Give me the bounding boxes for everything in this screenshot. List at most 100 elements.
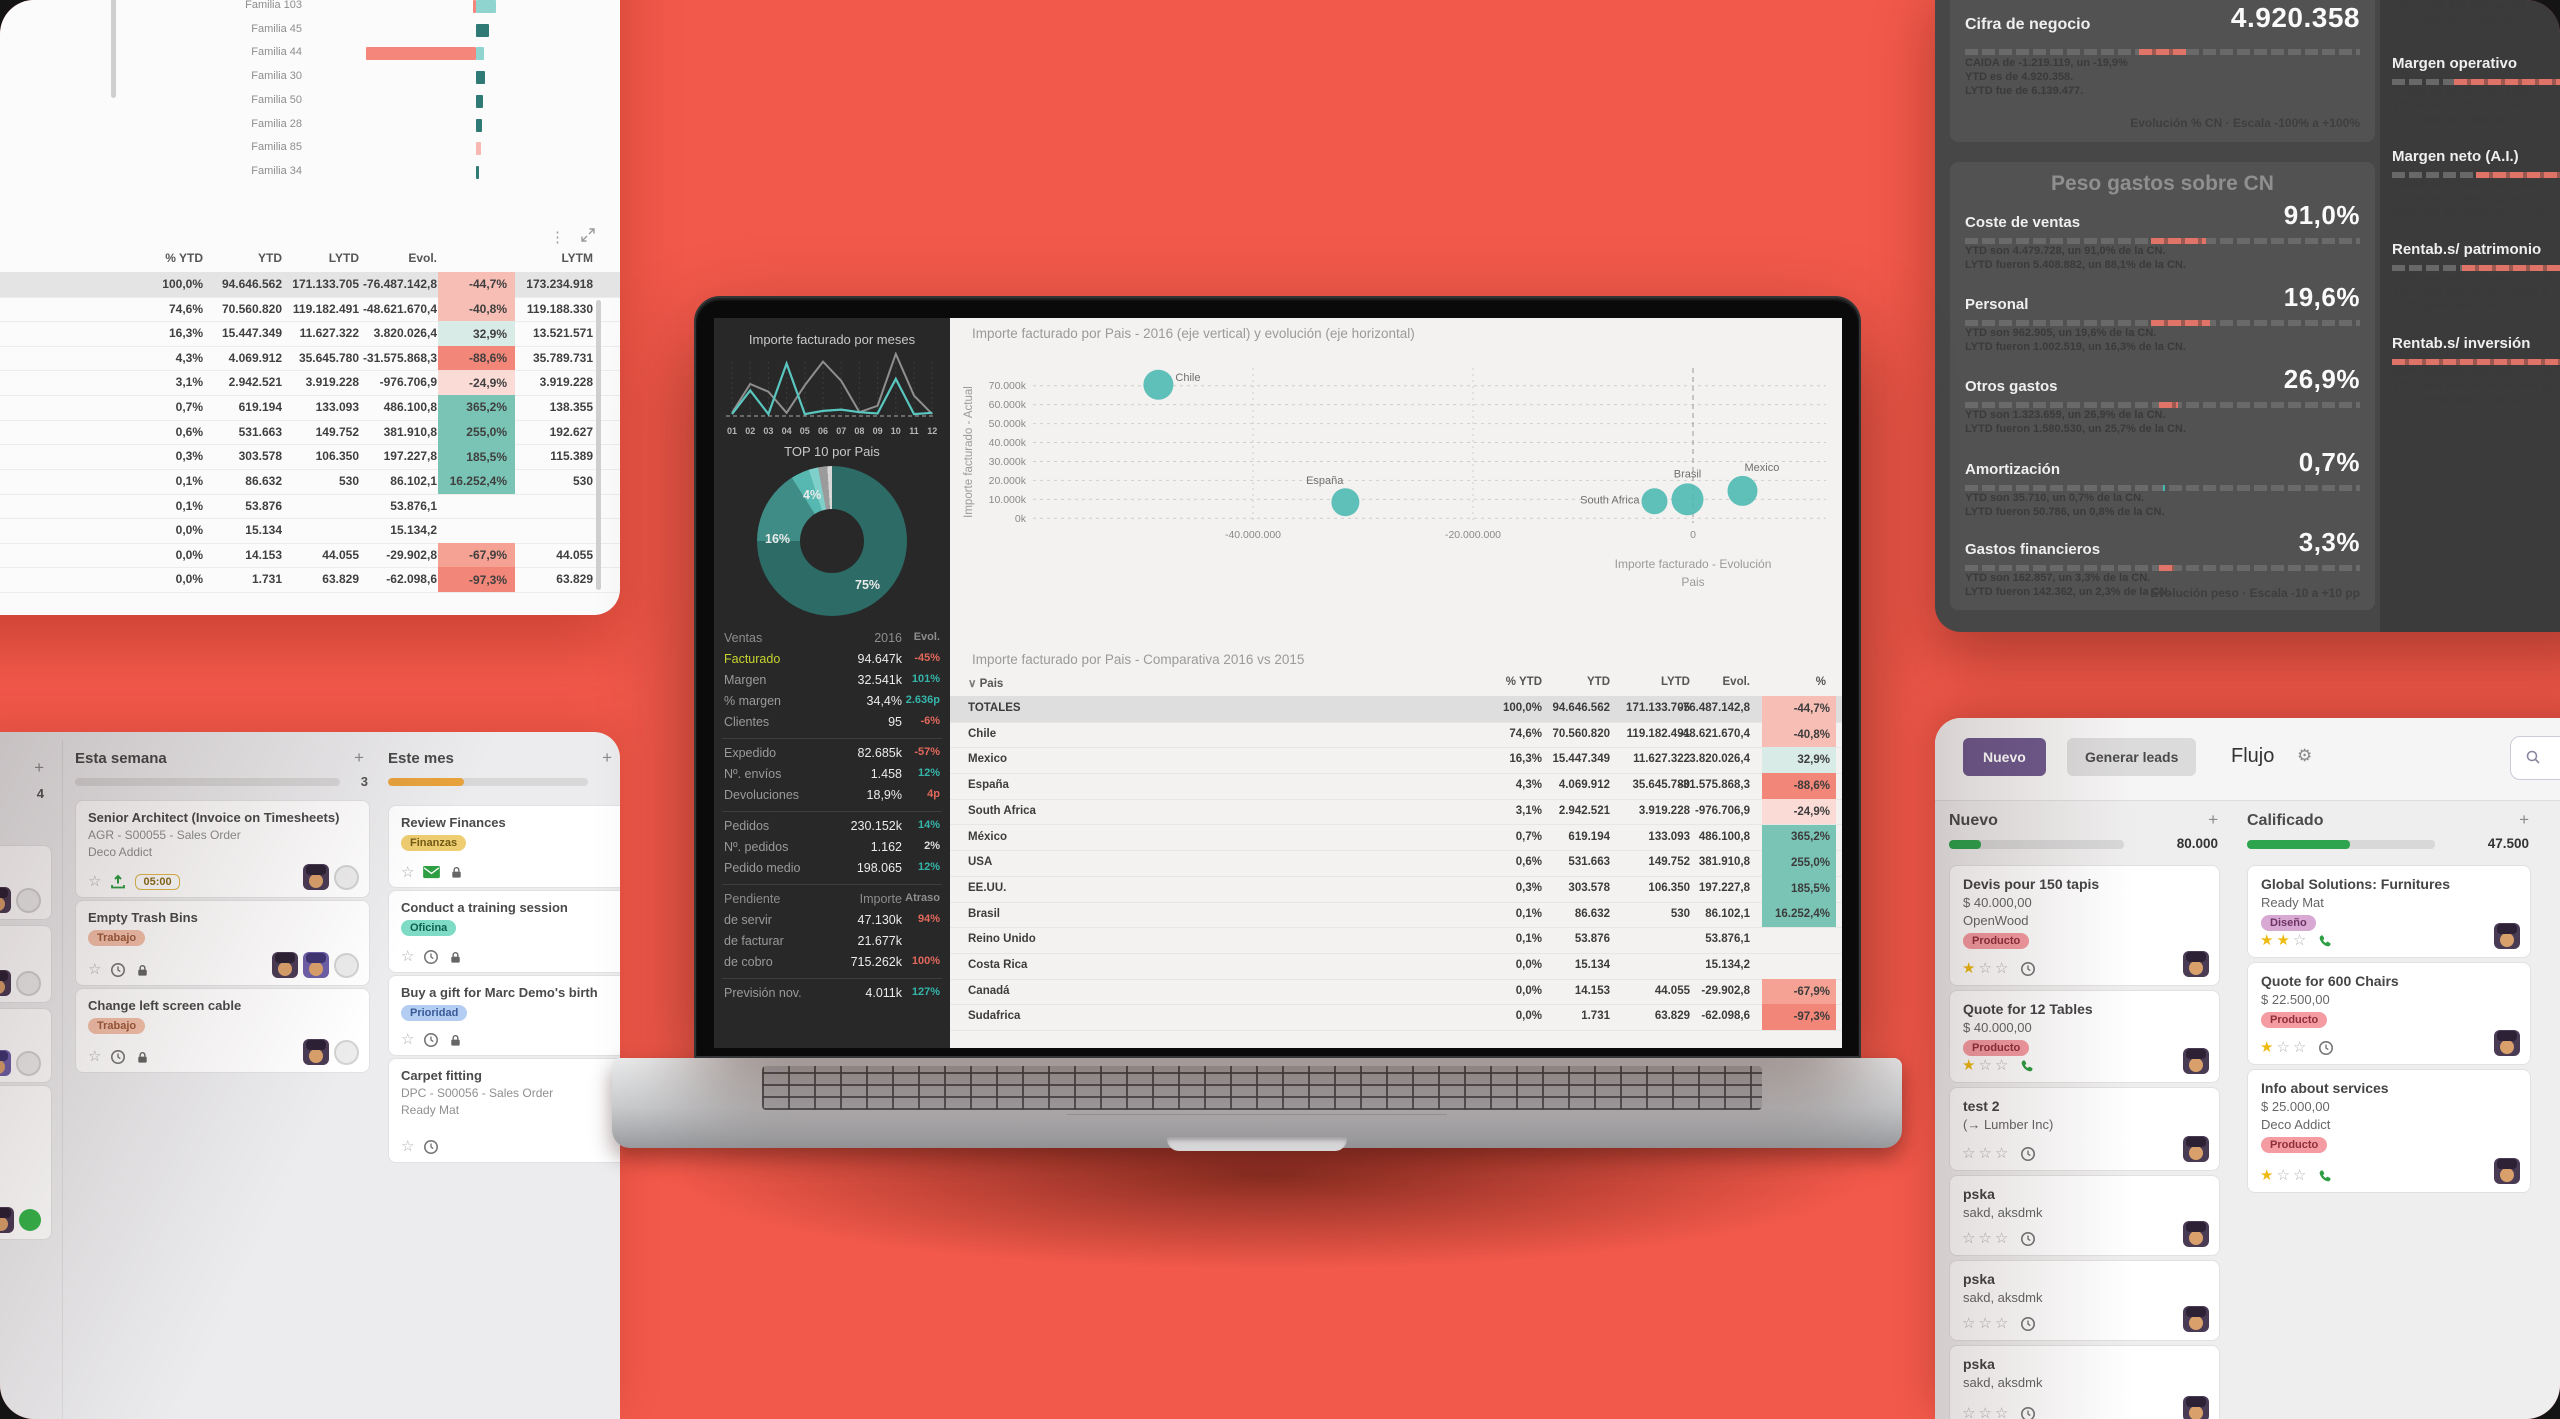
task-card[interactable]: Change left screen cable Trabajo ☆	[75, 988, 370, 1073]
task-card[interactable]: Buy a gift for Marc Demo's birth Priorida…	[388, 975, 620, 1056]
star-icon[interactable]: ☆	[401, 1138, 415, 1155]
table-scrollbar[interactable]	[596, 300, 601, 590]
star-empty-icon[interactable]: ☆	[1994, 1405, 2012, 1419]
avatar[interactable]	[303, 1039, 329, 1065]
star-filled-icon[interactable]: ★	[1962, 1057, 1979, 1074]
avatar[interactable]	[2183, 1306, 2209, 1332]
task-card[interactable]: Conduct a training session Oficina ☆	[388, 890, 620, 973]
priority-stars[interactable]: ★☆☆	[2260, 1168, 2309, 1184]
priority-stars[interactable]: ★☆☆	[1962, 961, 2011, 977]
tag[interactable]: Diseño	[2261, 915, 2316, 931]
lock-icon[interactable]	[448, 950, 463, 965]
clock-icon[interactable]	[2020, 1316, 2036, 1332]
clock-icon[interactable]	[2020, 1406, 2036, 1419]
clock-icon[interactable]	[423, 949, 439, 965]
lead-card[interactable]: Global Solutions: Furnitures Ready Mat Dis…	[2247, 865, 2531, 958]
avatar[interactable]	[0, 970, 11, 996]
star-empty-icon[interactable]: ☆	[1962, 1405, 1979, 1419]
task-card[interactable]	[0, 1008, 52, 1083]
unassigned-avatar[interactable]	[334, 952, 359, 978]
star-empty-icon[interactable]: ☆	[1994, 960, 2012, 977]
star-empty-icon[interactable]: ☆	[1978, 1405, 1995, 1419]
star-filled-icon[interactable]: ★	[2260, 932, 2277, 949]
lead-card[interactable]: test 2 (→ Lumber Inc) ☆☆☆	[1949, 1087, 2220, 1171]
priority-stars[interactable]: ☆☆☆	[1962, 1231, 2011, 1247]
lock-icon[interactable]	[449, 865, 464, 880]
kebab-menu-icon[interactable]: ⋮	[550, 229, 565, 246]
unassigned-avatar[interactable]	[16, 1050, 41, 1076]
task-card[interactable]: Empty Trash Bins Trabajo ☆	[75, 900, 370, 986]
clock-icon[interactable]	[2318, 1040, 2334, 1056]
tag[interactable]: Producto	[2261, 1137, 2328, 1153]
star-filled-icon[interactable]: ★	[2276, 932, 2293, 949]
avatar[interactable]	[303, 864, 329, 890]
mail-icon[interactable]	[423, 866, 441, 879]
star-empty-icon[interactable]: ☆	[2292, 1167, 2310, 1184]
add-card-icon[interactable]: +	[354, 748, 364, 767]
avatar[interactable]	[0, 1050, 11, 1076]
star-empty-icon[interactable]: ☆	[1978, 1145, 1995, 1162]
star-empty-icon[interactable]: ☆	[1994, 1145, 2012, 1162]
star-icon[interactable]: ☆	[88, 1048, 102, 1065]
avatar[interactable]	[2494, 923, 2520, 949]
unassigned-avatar[interactable]	[16, 970, 41, 996]
tag[interactable]: Prioridad	[401, 1005, 468, 1021]
tag[interactable]: Producto	[1963, 933, 2030, 949]
task-card[interactable]: Review Finances Finanzas ☆	[388, 805, 620, 888]
unassigned-avatar[interactable]	[16, 887, 41, 913]
star-empty-icon[interactable]: ☆	[1962, 1230, 1979, 1247]
star-icon[interactable]: ☆	[88, 873, 102, 890]
add-column-icon[interactable]: +	[34, 758, 44, 777]
search-input[interactable]	[2510, 736, 2560, 780]
tag[interactable]: Trabajo	[88, 930, 146, 946]
star-empty-icon[interactable]: ☆	[2292, 932, 2310, 949]
priority-stars[interactable]: ★☆☆	[2260, 1040, 2309, 1056]
lead-card[interactable]: Devis pour 150 tapis $ 40.000,00 OpenWood P…	[1949, 865, 2220, 986]
task-card[interactable]: Carpet fitting DPC - S00056 - Sales Order…	[388, 1058, 620, 1163]
add-card-icon[interactable]: +	[602, 748, 612, 767]
avatar[interactable]	[2183, 1136, 2209, 1162]
star-empty-icon[interactable]: ☆	[1978, 1315, 1995, 1332]
avatar[interactable]	[2183, 951, 2209, 977]
clock-icon[interactable]	[2020, 1146, 2036, 1162]
star-empty-icon[interactable]: ☆	[1962, 1315, 1979, 1332]
star-icon[interactable]: ☆	[88, 961, 102, 978]
avatar[interactable]	[303, 952, 329, 978]
star-empty-icon[interactable]: ☆	[1978, 1057, 1995, 1074]
lead-card[interactable]: Quote for 600 Chairs $ 22.500,00 Producto ★…	[2247, 962, 2531, 1065]
tag[interactable]: Finanzas	[401, 835, 467, 851]
phone-icon[interactable]	[2318, 934, 2333, 949]
star-icon[interactable]: ☆	[401, 1031, 415, 1048]
tag[interactable]: Producto	[1963, 1040, 2030, 1056]
lock-icon[interactable]	[135, 963, 150, 978]
task-card[interactable]	[0, 1085, 52, 1240]
lead-card[interactable]: pska sakd, aksdmk ☆☆☆	[1949, 1175, 2220, 1256]
new-button[interactable]: Nuevo	[1963, 738, 2046, 776]
star-empty-icon[interactable]: ☆	[1994, 1315, 2012, 1332]
star-filled-icon[interactable]: ★	[2260, 1039, 2277, 1056]
clock-icon[interactable]	[2020, 961, 2036, 977]
lead-card[interactable]: pska sakd, aksdmk ☆☆☆	[1949, 1345, 2220, 1419]
task-card[interactable]: Senior Architect (Invoice on Timesheets)…	[75, 800, 370, 898]
star-empty-icon[interactable]: ☆	[1994, 1230, 2012, 1247]
tag[interactable]: Trabajo	[88, 1018, 146, 1034]
unassigned-avatar[interactable]	[334, 864, 359, 890]
clock-icon[interactable]	[110, 1049, 126, 1065]
task-card[interactable]	[0, 845, 52, 920]
clock-icon[interactable]	[423, 1139, 439, 1155]
star-empty-icon[interactable]: ☆	[1978, 960, 1995, 977]
avatar[interactable]	[2183, 1221, 2209, 1247]
star-empty-icon[interactable]: ☆	[2276, 1039, 2293, 1056]
avatar[interactable]	[2183, 1048, 2209, 1074]
phone-icon[interactable]	[2020, 1059, 2035, 1074]
star-icon[interactable]: ☆	[401, 948, 415, 965]
avatar[interactable]	[0, 887, 11, 913]
add-card-icon[interactable]: +	[2519, 810, 2529, 829]
phone-icon[interactable]	[2318, 1169, 2333, 1184]
clock-icon[interactable]	[110, 962, 126, 978]
priority-stars[interactable]: ☆☆☆	[1962, 1146, 2011, 1162]
star-empty-icon[interactable]: ☆	[1978, 1230, 1995, 1247]
star-filled-icon[interactable]: ★	[2260, 1167, 2277, 1184]
star-filled-icon[interactable]: ★	[1962, 960, 1979, 977]
chart-scrollbar[interactable]	[111, 0, 116, 98]
